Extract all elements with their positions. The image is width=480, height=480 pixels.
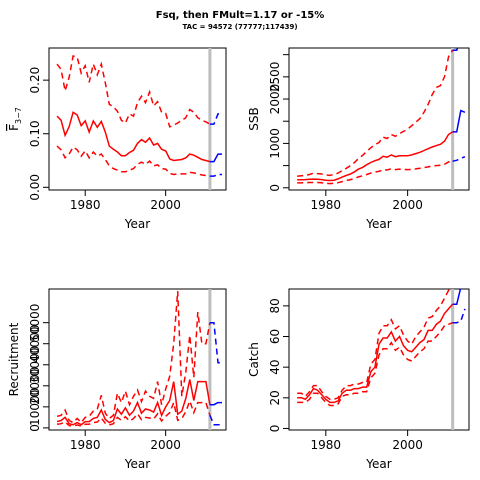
fbar-y-tick-label: 0.10 xyxy=(28,120,42,147)
recruitment-y-tick-label: 0 xyxy=(28,424,42,432)
recruitment-x-tick-label: 1980 xyxy=(70,438,101,452)
recruitment-panel: 1980 200001000020000300004000050000YearRe… xyxy=(7,288,227,471)
ssb-historic-median-line xyxy=(297,131,454,182)
ssb-projection-upper-line xyxy=(452,48,459,51)
catch-panel: 1980 2000 0 20 40 60 80 Year Catch xyxy=(247,283,470,471)
catch-y-tick-label: 20 xyxy=(268,390,282,405)
catch-y-tick-label: 60 xyxy=(268,329,282,344)
recruitment-frame xyxy=(48,288,227,431)
fbar-historic-median-line xyxy=(56,111,211,163)
ssb-historic-lower-line xyxy=(297,160,453,185)
catch-x-tick-label: 1980 xyxy=(311,438,342,452)
recruitment-y-tick-label: 50000 xyxy=(28,304,42,342)
recruitment-x-tick-label: 2000 xyxy=(150,438,181,452)
fbar-historic-upper-line xyxy=(56,55,211,128)
recruitment-projection-median-line xyxy=(209,401,222,406)
catch-historic-lower-line xyxy=(297,322,453,407)
ssb-y-axis-title: SSB xyxy=(247,107,261,130)
figure-subtitle: TAC = 94572 (77777;117439) xyxy=(182,23,298,31)
catch-y-tick-label: 40 xyxy=(268,360,282,375)
fbar-y-tick-label: 0.00 xyxy=(28,174,42,201)
ssb-x-tick-label: 1980 xyxy=(311,198,342,212)
catch-x-tick-label: 2000 xyxy=(392,438,423,452)
recruitment-x-axis-title: Year xyxy=(124,457,150,471)
recruitment-y-tick-label: 40000 xyxy=(28,325,42,363)
fbar-panel: 1980 2000 0.00 0.10 0.20 Year F3−7 xyxy=(7,47,227,231)
figure-title: Fsq, then FMult=1.17 or -15% xyxy=(155,10,325,21)
fbar-x-axis-title: Year xyxy=(124,217,150,231)
ssb-projection-median-line xyxy=(452,109,466,133)
recruitment-historic-lower-line xyxy=(56,398,211,428)
fbar-frame xyxy=(48,47,227,191)
catch-projection-median-line xyxy=(452,289,462,306)
ssb-historic-upper-line xyxy=(297,49,454,177)
fbar-x-tick-label: 1980 xyxy=(70,198,101,212)
ssb-y-tick-label: 2500 xyxy=(268,62,282,93)
fbar-y-tick-label: 0.20 xyxy=(28,67,42,94)
fbar-y-axis-title: F3−7 xyxy=(7,107,23,131)
catch-frame xyxy=(288,288,470,431)
ssb-y-tick-label: 2000 xyxy=(268,84,282,115)
ssb-x-axis-title: Year xyxy=(365,217,391,231)
fbar-projection-median-line xyxy=(209,153,222,163)
ssb-y-tick-label: 0 xyxy=(268,184,282,192)
ssb-y-tick-label: 1000 xyxy=(268,128,282,159)
fbar-x-tick-label: 2000 xyxy=(150,198,181,212)
recruitment-y-tick-label: 30000 xyxy=(28,346,42,384)
catch-historic-upper-line xyxy=(297,289,452,401)
recruitment-y-tick-label: 10000 xyxy=(28,388,42,426)
recruitment-historic-upper-line xyxy=(56,291,211,424)
recruitment-y-tick-label: 20000 xyxy=(28,367,42,405)
fbar-projection-upper-line xyxy=(209,113,222,125)
ssb-frame xyxy=(288,47,470,191)
catch-y-tick-label: 80 xyxy=(268,298,282,313)
recruitment-historic-median-line xyxy=(56,379,211,426)
recruitment-projection-upper-line xyxy=(209,321,222,364)
catch-y-axis-title: Catch xyxy=(247,342,261,377)
recruitment-y-axis-title: Recruitment xyxy=(7,322,21,396)
fbar-historic-lower-line xyxy=(56,145,211,177)
recruitment-projection-lower-line xyxy=(209,415,222,426)
ssb-projection-lower-line xyxy=(452,156,466,162)
catch-historic-median-line xyxy=(297,303,454,404)
catch-projection-lower-line xyxy=(452,308,466,324)
catch-projection-upper-line xyxy=(453,283,465,288)
ssb-x-tick-label: 2000 xyxy=(392,198,423,212)
fbar-projection-lower-line xyxy=(209,173,222,177)
catch-x-axis-title: Year xyxy=(365,457,391,471)
catch-y-tick-label: 0 xyxy=(268,425,282,433)
